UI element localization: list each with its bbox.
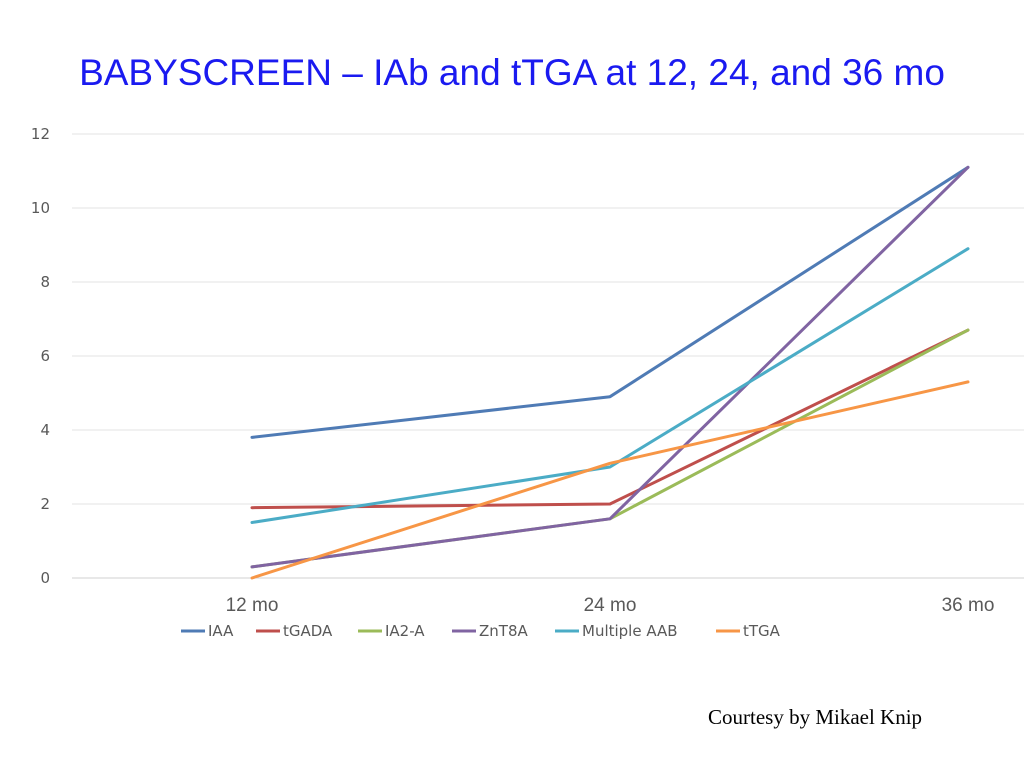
y-axis-tick-labels: 0 2 4 6 8 10 12 [31, 125, 50, 587]
legend-label-ttga: tTGA [743, 622, 781, 640]
legend-label-tgada: tGADA [283, 622, 333, 640]
y-tick-label: 2 [40, 495, 50, 513]
y-tick-label: 10 [31, 199, 50, 217]
y-tick-label: 6 [40, 347, 50, 365]
series-line-znt8a [250, 165, 970, 569]
series-line-ia2-a [250, 328, 970, 569]
legend-label-iaa: IAA [208, 622, 234, 640]
y-tick-label: 8 [40, 273, 50, 291]
legend: IAA tGADA IA2-A ZnT8A Multiple AAB tTGA [181, 622, 781, 640]
x-category-label: 36 mo [942, 595, 995, 616]
x-category-label: 12 mo [226, 595, 279, 616]
gridlines [72, 133, 1024, 579]
y-tick-label: 12 [31, 125, 50, 143]
x-category-label: 24 mo [584, 595, 637, 616]
legend-label-ia2-a: IA2-A [385, 622, 425, 640]
y-tick-label: 0 [40, 569, 50, 587]
legend-label-multiple-aab: Multiple AAB [582, 622, 678, 640]
y-tick-label: 4 [40, 421, 50, 439]
series-line-multiple-aab [250, 247, 970, 524]
slide-title: BABYSCREEN – IAb and tTGA at 12, 24, and… [79, 52, 945, 93]
legend-label-znt8a: ZnT8A [479, 622, 528, 640]
series-line-tgada [250, 328, 970, 510]
series-line-ttga [250, 380, 970, 580]
courtesy-credit: Courtesy by Mikael Knip [708, 705, 923, 729]
series-lines [250, 165, 970, 580]
series-line-iaa [250, 165, 970, 439]
x-axis-category-labels: 12 mo 24 mo 36 mo [226, 595, 995, 616]
